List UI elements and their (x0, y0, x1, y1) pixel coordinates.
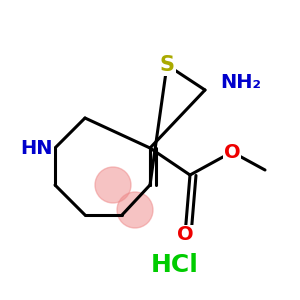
Circle shape (95, 167, 131, 203)
Text: S: S (160, 55, 175, 75)
Text: O: O (224, 142, 240, 161)
Text: HCl: HCl (151, 253, 199, 277)
Text: O: O (177, 226, 193, 244)
Circle shape (117, 192, 153, 228)
Text: NH₂: NH₂ (220, 73, 261, 92)
Text: HN: HN (20, 139, 53, 158)
